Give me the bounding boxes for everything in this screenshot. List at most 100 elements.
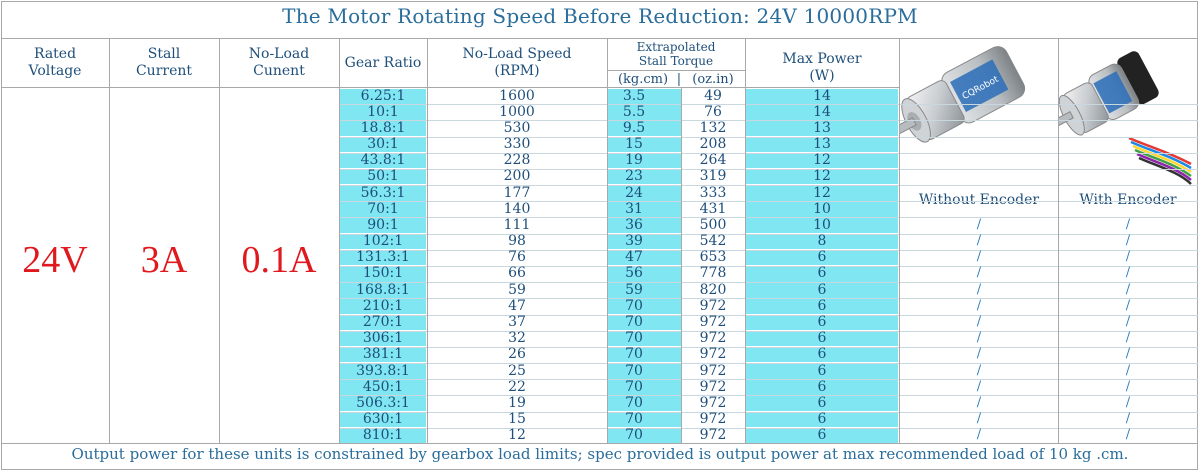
cell-with-encoder: /	[1125, 346, 1131, 362]
row-divider	[340, 137, 1198, 138]
no-load-current-value: 0.1A	[241, 239, 317, 281]
cell-with-encoder: /	[1125, 281, 1131, 297]
cell-without-encoder: /	[976, 249, 982, 265]
cell-highlight	[340, 121, 426, 136]
cell-max-power: 14	[813, 87, 831, 104]
header-stall-current-line2: Current	[135, 63, 193, 79]
cell-highlight	[746, 89, 898, 104]
cell-without-encoder: /	[976, 233, 982, 249]
stall-current-value: 3A	[140, 239, 188, 281]
cell-torque-oz: 972	[699, 314, 727, 331]
cell-torque-kg: 70	[625, 378, 643, 395]
cell-torque-kg: 39	[625, 233, 643, 250]
cell-without-encoder: /	[976, 281, 982, 297]
cell-with-encoder: /	[1125, 216, 1131, 232]
cell-gear-ratio: 56.3:1	[360, 184, 406, 201]
gear-motor-encoder-icon	[1049, 51, 1192, 185]
cell-max-power: 14	[813, 103, 831, 120]
header-torque-kg: (kg.cm)	[617, 72, 669, 87]
cell-torque-oz: 208	[699, 136, 727, 153]
header-no-load-speed-line1: No-Load Speed	[462, 46, 572, 62]
cell-torque-kg: 31	[625, 200, 643, 217]
cell-torque-oz: 972	[699, 411, 727, 428]
cell-torque-oz: 972	[699, 427, 727, 444]
cell-gear-ratio: 70:1	[367, 200, 399, 217]
grid-vline	[219, 39, 220, 443]
grid-vline	[109, 39, 110, 443]
cell-highlight	[608, 380, 682, 395]
cell-torque-kg: 70	[625, 346, 643, 363]
cell-highlight	[608, 153, 682, 169]
cell-without-encoder: /	[976, 330, 982, 346]
cell-max-power: 12	[813, 152, 831, 169]
cell-torque-kg: 70	[625, 362, 643, 379]
cell-without-encoder: /	[976, 297, 982, 313]
header-rated-voltage: Rated Voltage	[2, 46, 108, 80]
cell-highlight	[340, 315, 426, 331]
cell-highlight	[746, 364, 898, 379]
grid-hline	[1, 87, 900, 88]
cell-no-load-speed: 66	[508, 265, 526, 282]
cell-torque-oz: 972	[699, 362, 727, 379]
grid-vline	[681, 88, 682, 443]
row-divider	[340, 120, 1198, 121]
header-no-load-speed-line2: (RPM)	[494, 63, 540, 79]
cell-highlight	[340, 234, 426, 250]
cell-torque-oz: 972	[699, 330, 727, 347]
grid-vline	[1058, 39, 1059, 443]
cell-no-load-speed: 76	[508, 249, 526, 266]
grid-vline	[427, 39, 428, 443]
header-rated-voltage-line2: Voltage	[28, 63, 82, 79]
cell-with-encoder: /	[1125, 233, 1131, 249]
cell-max-power: 6	[817, 281, 827, 298]
cell-no-load-speed: 200	[503, 168, 531, 185]
header-rated-voltage-line1: Rated	[33, 46, 77, 62]
grid-vline	[899, 39, 900, 443]
cell-torque-oz: 49	[704, 87, 722, 104]
cell-torque-oz: 500	[699, 216, 727, 233]
cell-highlight	[608, 137, 682, 153]
motor-without-encoder-image: CQRobot	[888, 42, 1058, 188]
cell-no-load-speed: 47	[508, 297, 526, 314]
row-divider	[340, 379, 1198, 380]
cell-highlight	[608, 105, 682, 120]
cell-gear-ratio: 393.8:1	[356, 362, 410, 379]
cell-highlight	[340, 364, 426, 379]
cell-highlight	[746, 315, 898, 331]
cell-max-power: 8	[817, 233, 827, 250]
cell-highlight	[746, 428, 898, 444]
cell-torque-oz: 653	[699, 249, 727, 266]
cell-torque-oz: 972	[699, 297, 727, 314]
cell-torque-kg: 70	[625, 330, 643, 347]
cell-torque-kg: 24	[625, 184, 643, 201]
cell-with-encoder: /	[1125, 297, 1131, 313]
cell-with-encoder: /	[1125, 378, 1131, 394]
cell-torque-kg: 19	[625, 152, 643, 169]
cell-gear-ratio: 43.8:1	[360, 152, 406, 169]
cell-torque-oz: 778	[699, 265, 727, 282]
cell-torque-oz: 431	[699, 200, 727, 217]
cell-no-load-speed: 32	[508, 330, 526, 347]
cell-max-power: 6	[817, 362, 827, 379]
cell-highlight	[746, 396, 898, 411]
header-stall-torque-line1: Extrapolated	[636, 40, 716, 54]
cell-highlight	[608, 250, 682, 266]
cell-gear-ratio: 381:1	[362, 346, 404, 363]
cell-no-load-speed: 111	[503, 216, 531, 233]
header-max-power: Max Power (W)	[746, 51, 898, 85]
cell-torque-oz: 972	[699, 346, 727, 363]
cell-highlight	[746, 283, 898, 298]
cell-highlight	[340, 105, 426, 120]
cell-highlight	[746, 202, 898, 217]
cell-with-encoder: /	[1125, 330, 1131, 346]
row-divider	[340, 315, 1198, 316]
table-title: The Motor Rotating Speed Before Reductio…	[282, 4, 918, 28]
motor-with-encoder-image	[1049, 42, 1197, 188]
cell-highlight	[340, 218, 426, 234]
cell-gear-ratio: 270:1	[362, 314, 404, 331]
header-no-load-current: No-Load Cunent	[220, 46, 338, 80]
cell-gear-ratio: 10:1	[367, 103, 399, 120]
cell-no-load-speed: 25	[508, 362, 526, 379]
cell-with-encoder: /	[1125, 394, 1131, 410]
cell-torque-kg: 47	[625, 249, 643, 266]
